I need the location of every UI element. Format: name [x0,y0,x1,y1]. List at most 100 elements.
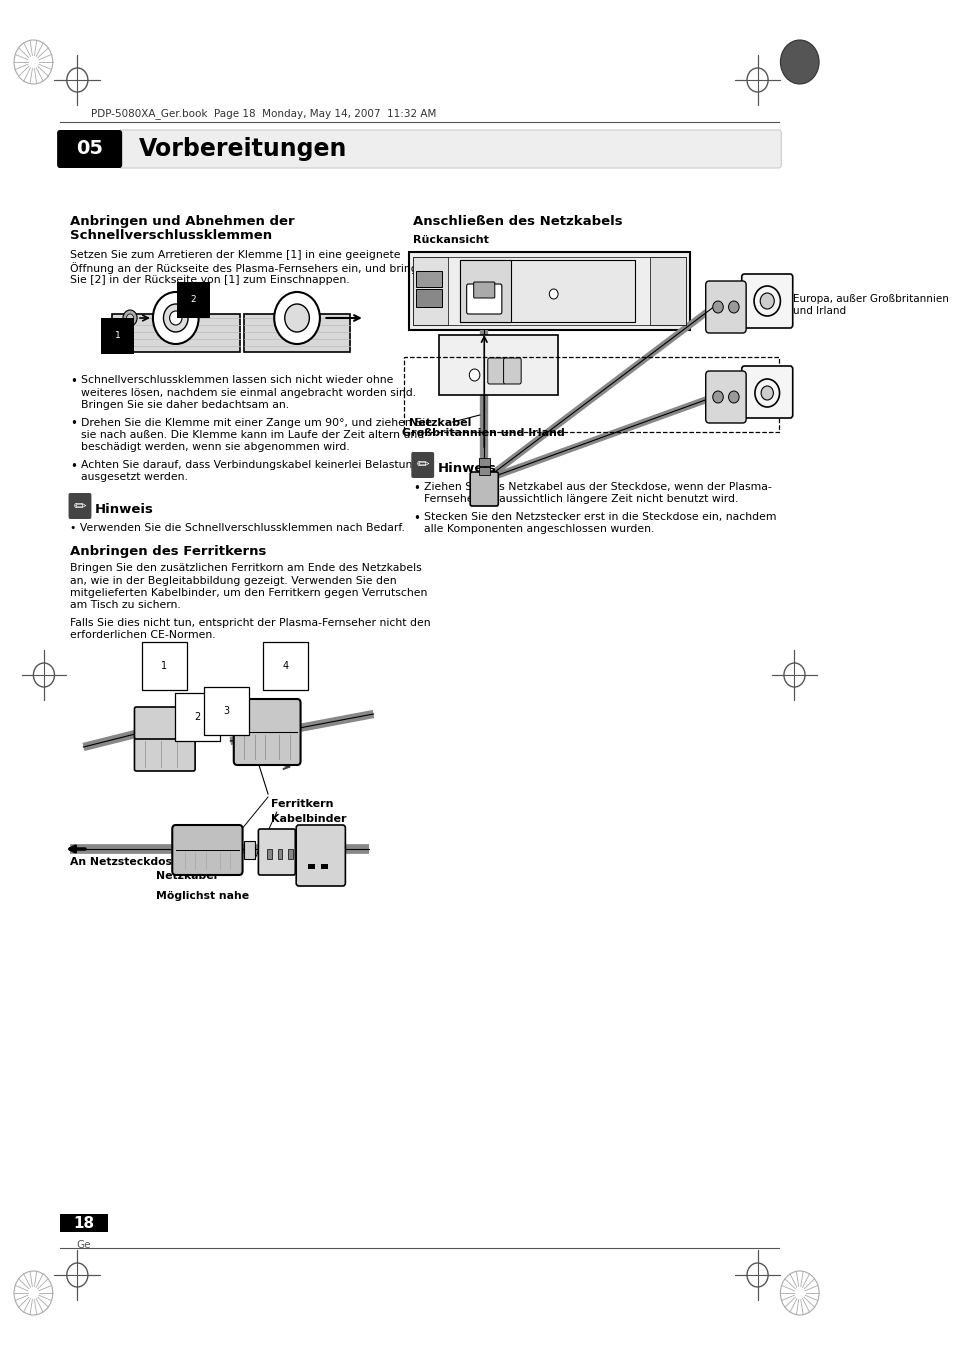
Text: Schnellverschlussklemmen lassen sich nicht wieder ohne: Schnellverschlussklemmen lassen sich nic… [81,376,393,385]
FancyBboxPatch shape [258,830,295,875]
Bar [112,313,239,353]
Text: Achten Sie darauf, dass Verbindungskabel keinerlei Belastung: Achten Sie darauf, dass Verbindungskabel… [81,459,418,470]
Text: Netzkabel: Netzkabel [156,871,217,881]
Text: •: • [413,512,419,526]
FancyBboxPatch shape [69,493,91,519]
Text: Hinweis: Hinweis [437,462,496,476]
Text: 1: 1 [161,661,167,671]
Bar [267,848,272,859]
Bar [244,842,254,859]
Text: An Netzsteckdose: An Netzsteckdose [71,857,179,867]
Text: Ge: Ge [76,1240,91,1250]
FancyBboxPatch shape [466,284,501,313]
Bar [60,1215,108,1232]
FancyBboxPatch shape [233,698,300,765]
Text: 4: 4 [282,661,289,671]
Text: Netzkabel: Netzkabel [408,417,471,428]
Text: • Verwenden Sie die Schnellverschlussklemmen nach Bedarf.: • Verwenden Sie die Schnellverschlusskle… [71,523,405,534]
Circle shape [780,41,819,84]
Text: Rückansicht: Rückansicht [413,235,489,245]
Text: Ziehen Sie das Netzkabel aus der Steckdose, wenn der Plasma-: Ziehen Sie das Netzkabel aus der Steckdo… [423,482,771,492]
Circle shape [152,292,198,345]
Text: beschädigt werden, wenn sie abgenommen wird.: beschädigt werden, wenn sie abgenommen w… [81,443,349,453]
Circle shape [67,1263,88,1288]
FancyBboxPatch shape [295,825,345,886]
Text: Bringen Sie sie daher bedachtsam an.: Bringen Sie sie daher bedachtsam an. [81,400,289,409]
Bar [320,865,328,869]
Bar [650,257,685,326]
Circle shape [163,304,188,332]
Text: Vorbereitungen: Vorbereitungen [139,136,347,161]
FancyBboxPatch shape [503,358,520,384]
Bar [244,313,350,353]
FancyBboxPatch shape [741,274,792,328]
FancyBboxPatch shape [741,366,792,417]
Text: 1: 1 [114,331,120,340]
Text: 05: 05 [76,139,103,158]
Text: am Tisch zu sichern.: am Tisch zu sichern. [71,600,181,611]
Text: •: • [413,482,419,494]
Text: Kabelbinder: Kabelbinder [271,815,346,824]
Text: ✏: ✏ [73,499,87,513]
Text: Hinweis: Hinweis [94,503,153,516]
Bar [413,257,448,326]
Bar [404,357,778,432]
Circle shape [284,304,309,332]
Text: •: • [71,459,77,473]
Text: Sie [2] in der Rückseite von [1] zum Einschnappen.: Sie [2] in der Rückseite von [1] zum Ein… [71,276,350,285]
Bar [307,865,314,869]
Circle shape [746,1263,767,1288]
Circle shape [33,663,54,688]
FancyBboxPatch shape [411,453,434,478]
Circle shape [712,390,722,403]
Circle shape [712,301,722,313]
Circle shape [760,293,774,309]
Circle shape [170,311,182,326]
Circle shape [760,386,773,400]
Circle shape [783,663,804,688]
Text: 2: 2 [191,296,196,304]
Text: Falls Sie dies nicht tun, entspricht der Plasma-Fernseher nicht den: Falls Sie dies nicht tun, entspricht der… [71,617,431,628]
FancyBboxPatch shape [474,282,495,299]
Bar [277,848,282,859]
Circle shape [746,68,767,92]
Text: •: • [71,417,77,431]
Bar [416,272,441,286]
Text: mitgelieferten Kabelbinder, um den Ferritkern gegen Verrutschen: mitgelieferten Kabelbinder, um den Ferri… [71,588,427,598]
Text: sie nach außen. Die Klemme kann im Laufe der Zeit altern und: sie nach außen. Die Klemme kann im Laufe… [81,430,424,440]
Bar [478,467,489,476]
Text: ausgesetzt werden.: ausgesetzt werden. [81,473,188,482]
Text: Möglichst nahe: Möglichst nahe [155,892,249,901]
Circle shape [728,301,739,313]
Bar [413,257,685,326]
Text: 2: 2 [194,712,201,721]
Text: Stecken Sie den Netzstecker erst in die Steckdose ein, nachdem: Stecken Sie den Netzstecker erst in die … [423,512,776,521]
Text: Großbritannien und Irland: Großbritannien und Irland [401,428,564,438]
Text: •: • [71,376,77,388]
FancyBboxPatch shape [118,130,781,168]
Text: weiteres lösen, nachdem sie einmal angebracht worden sind.: weiteres lösen, nachdem sie einmal angeb… [81,388,416,397]
Text: Anbringen und Abnehmen der: Anbringen und Abnehmen der [71,215,294,228]
Text: Bringen Sie den zusätzlichen Ferritkorn am Ende des Netzkabels: Bringen Sie den zusätzlichen Ferritkorn … [71,563,421,573]
Text: Setzen Sie zum Arretieren der Klemme [1] in eine geeignete: Setzen Sie zum Arretieren der Klemme [1]… [71,250,400,259]
Bar [459,259,635,322]
Text: PDP-5080XA_Ger.book  Page 18  Monday, May 14, 2007  11:32 AM: PDP-5080XA_Ger.book Page 18 Monday, May … [91,108,436,119]
Text: Drehen Sie die Klemme mit einer Zange um 90°, und ziehen Sie: Drehen Sie die Klemme mit einer Zange um… [81,417,432,427]
FancyBboxPatch shape [705,372,745,423]
Circle shape [127,313,133,322]
Text: 18: 18 [72,1216,94,1231]
Text: 3: 3 [223,707,230,716]
Circle shape [549,289,558,299]
Text: Europa, außer Großbritannien
und Irland: Europa, außer Großbritannien und Irland [792,295,947,316]
FancyBboxPatch shape [172,825,242,875]
Circle shape [274,292,319,345]
Circle shape [67,68,88,92]
Bar [439,335,558,394]
FancyBboxPatch shape [705,281,745,332]
Text: alle Komponenten angeschlossen wurden.: alle Komponenten angeschlossen wurden. [423,524,654,535]
FancyBboxPatch shape [470,471,497,507]
Text: Anbringen des Ferritkerns: Anbringen des Ferritkerns [71,544,267,558]
FancyBboxPatch shape [134,707,195,739]
Bar [459,259,510,322]
Text: erforderlichen CE-Normen.: erforderlichen CE-Normen. [71,631,215,640]
